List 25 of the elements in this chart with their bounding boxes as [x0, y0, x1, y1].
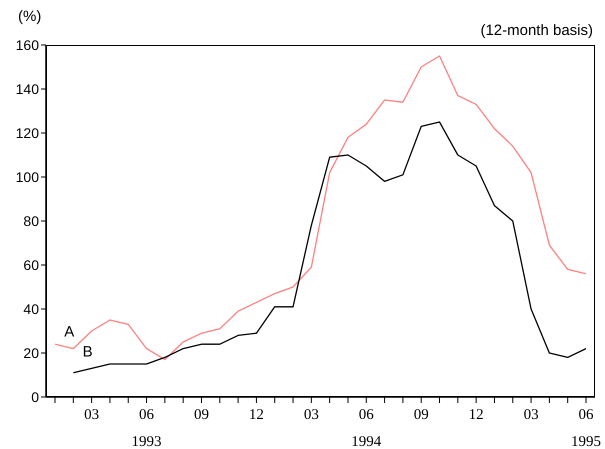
x-tick-label: 09 [414, 407, 429, 423]
x-tick-label: 06 1993 [132, 407, 162, 449]
line-series [55, 55, 586, 360]
x-tick-label: 06 1994 [351, 407, 382, 449]
y-tick-label: 60 [23, 256, 40, 273]
y-tick-label: 120 [16, 124, 40, 141]
y-tick-label: 100 [16, 168, 40, 185]
line-series [72, 121, 586, 374]
x-tick-label: 12 [468, 407, 484, 423]
x-tick-label: 03 [304, 407, 319, 423]
y-tick-label: 0 [31, 388, 40, 405]
x-tick-label: 03 [84, 407, 100, 423]
x-tick-label: 12 [248, 407, 264, 423]
y-tick-label: 80 [23, 212, 40, 229]
y-tick-label: 140 [16, 80, 40, 97]
x-tick-label: 06 1995 [571, 407, 601, 449]
x-tick-label: 09 [194, 407, 209, 423]
series-label: A [64, 324, 74, 341]
y-tick-label: 40 [23, 300, 40, 317]
y-tick-label: 20 [23, 344, 40, 361]
y-axis-title: (%) [18, 8, 42, 25]
series-label: B [82, 343, 93, 360]
y-tick-label: 160 [16, 36, 40, 53]
x-tick-label: 03 [524, 407, 539, 423]
chart-subtitle: (12-month basis) [480, 22, 593, 39]
